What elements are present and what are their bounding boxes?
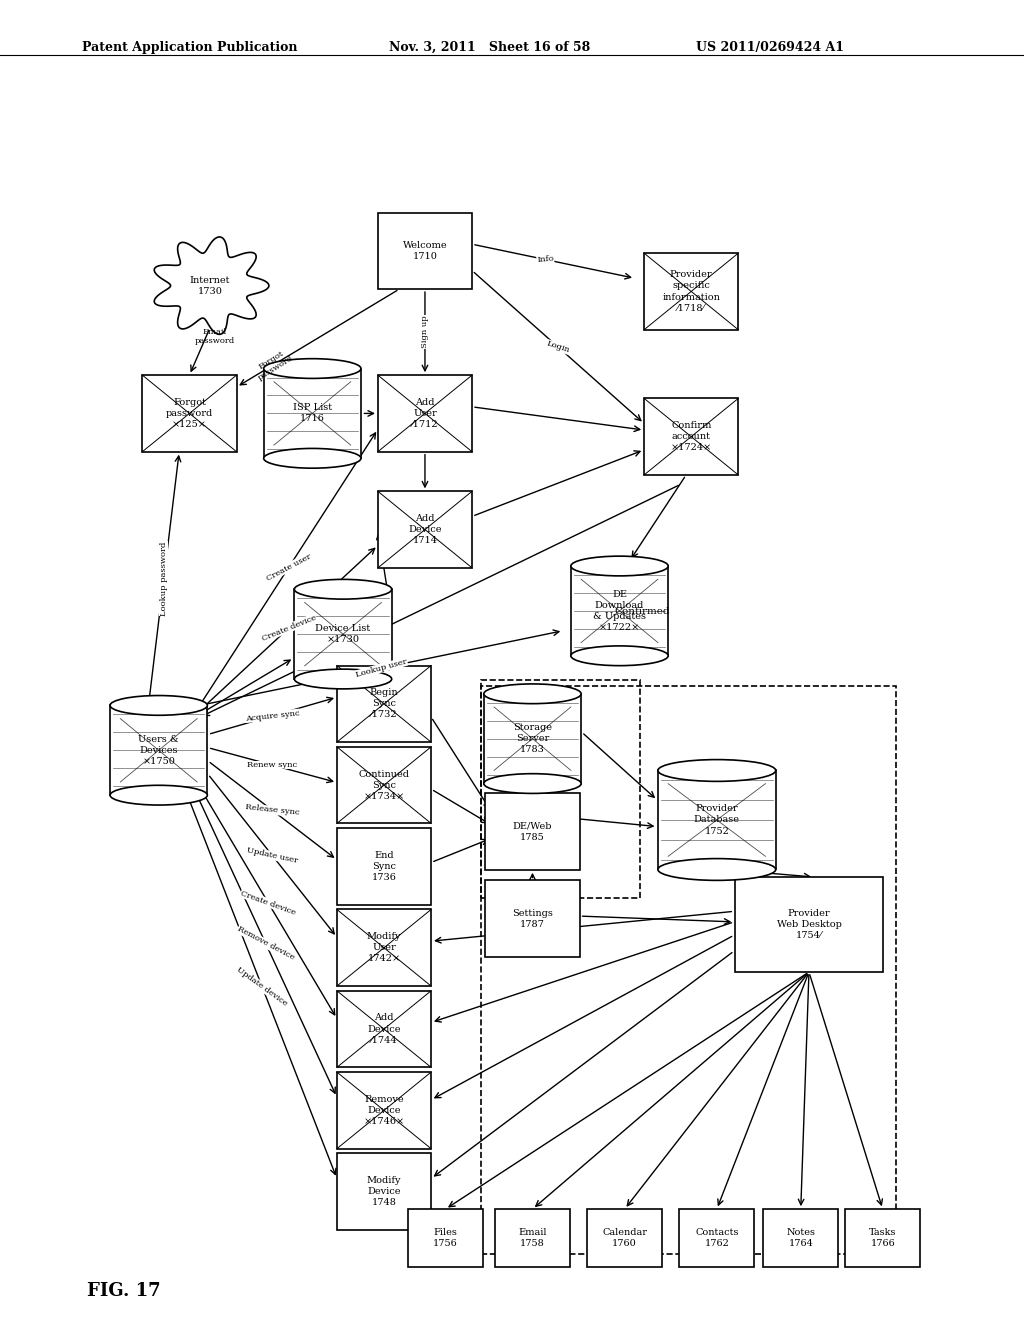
Bar: [588, 1209, 662, 1267]
Text: Create user: Create user: [265, 552, 312, 582]
Text: Provider
Web Desktop
1754⁄: Provider Web Desktop 1754⁄: [776, 909, 842, 940]
Bar: [295, 589, 392, 678]
Ellipse shape: [111, 785, 207, 805]
Text: Calendar
1760: Calendar 1760: [602, 1228, 647, 1249]
Text: Create device: Create device: [260, 614, 317, 643]
Bar: [337, 747, 431, 824]
Text: Internet
1730: Internet 1730: [189, 276, 230, 296]
Text: Add
Device
⁄1744: Add Device ⁄1744: [368, 1014, 400, 1044]
Text: ISP List
1716: ISP List 1716: [293, 404, 332, 424]
Text: Release sync: Release sync: [245, 804, 300, 817]
Text: End
Sync
1736: End Sync 1736: [372, 851, 396, 882]
Ellipse shape: [571, 645, 668, 665]
Ellipse shape: [484, 684, 582, 704]
Text: DE
Download
& Updates
×1722×: DE Download & Updates ×1722×: [593, 590, 646, 632]
Bar: [337, 828, 431, 904]
Text: Remove
Device
×1746×: Remove Device ×1746×: [364, 1094, 404, 1126]
Bar: [644, 253, 738, 330]
Bar: [337, 1072, 431, 1148]
Text: Nov. 3, 2011   Sheet 16 of 58: Nov. 3, 2011 Sheet 16 of 58: [389, 41, 591, 54]
Text: Provider
Database
1752: Provider Database 1752: [694, 804, 739, 836]
Text: Email
1758: Email 1758: [518, 1228, 547, 1249]
Bar: [142, 375, 237, 451]
Ellipse shape: [295, 669, 391, 689]
Text: Lookup user: Lookup user: [355, 657, 408, 678]
Bar: [764, 1209, 838, 1267]
Bar: [496, 1209, 569, 1267]
Text: Provider
specific
information
⁄1718⁄: Provider specific information ⁄1718⁄: [663, 271, 720, 313]
Text: Contacts
1762: Contacts 1762: [695, 1228, 738, 1249]
Bar: [337, 1154, 431, 1230]
Text: Update device: Update device: [236, 966, 289, 1008]
Bar: [378, 491, 472, 568]
Bar: [111, 705, 207, 795]
Text: Renew sync: Renew sync: [248, 762, 297, 770]
Bar: [337, 991, 431, 1068]
Text: Begin
Sync
⁄1732: Begin Sync ⁄1732: [370, 688, 398, 719]
Text: Modify
User
1742×: Modify User 1742×: [367, 932, 401, 964]
Text: Files
1756: Files 1756: [433, 1228, 458, 1249]
Bar: [571, 566, 668, 656]
Text: Settings
1787: Settings 1787: [512, 908, 553, 929]
Ellipse shape: [295, 579, 391, 599]
Bar: [378, 213, 472, 289]
Ellipse shape: [571, 556, 668, 576]
Text: Confirm
account
×1724×: Confirm account ×1724×: [671, 421, 712, 453]
Bar: [485, 793, 580, 870]
Text: Email
password: Email password: [195, 327, 236, 345]
Text: Device List
×1730: Device List ×1730: [315, 624, 371, 644]
Ellipse shape: [484, 774, 582, 793]
Text: DE/Web
1785: DE/Web 1785: [513, 821, 552, 842]
Ellipse shape: [657, 759, 776, 781]
Bar: [485, 880, 580, 957]
Text: Patent Application Publication: Patent Application Publication: [82, 41, 297, 54]
Text: Users &
Devices
×1750: Users & Devices ×1750: [138, 735, 179, 766]
Bar: [337, 909, 431, 986]
Ellipse shape: [657, 858, 776, 880]
Text: Notes
1764: Notes 1764: [786, 1228, 815, 1249]
Text: Add
User
⁄1712: Add User ⁄1712: [412, 397, 438, 429]
Ellipse shape: [111, 696, 207, 715]
Bar: [481, 686, 896, 1254]
Text: Add
Device
1714: Add Device 1714: [409, 513, 441, 545]
Text: Modify
Device
1748: Modify Device 1748: [367, 1176, 401, 1208]
Text: FIG. 17: FIG. 17: [87, 1282, 161, 1300]
Bar: [644, 399, 738, 475]
Text: Create device: Create device: [240, 890, 297, 916]
Bar: [481, 680, 640, 898]
Text: Info: Info: [537, 255, 554, 264]
Text: Forgot
password: Forgot password: [252, 346, 295, 383]
Text: Sign up: Sign up: [421, 315, 429, 348]
Text: Confirmed: Confirmed: [614, 607, 670, 616]
Bar: [337, 665, 431, 742]
Text: Login: Login: [546, 339, 570, 355]
Bar: [378, 375, 472, 451]
Text: Tasks
1766: Tasks 1766: [869, 1228, 896, 1249]
Bar: [484, 694, 582, 784]
Text: Storage
Server
1783: Storage Server 1783: [513, 723, 552, 754]
Bar: [408, 1209, 483, 1267]
Text: Remove device: Remove device: [236, 925, 296, 962]
Bar: [264, 368, 361, 458]
Bar: [846, 1209, 920, 1267]
Bar: [680, 1209, 754, 1267]
Text: Acquire sync: Acquire sync: [245, 709, 300, 722]
Text: Continued
Sync
×1734×: Continued Sync ×1734×: [358, 770, 410, 801]
Text: Lookup password: Lookup password: [160, 541, 168, 615]
Text: Update user: Update user: [246, 846, 299, 865]
Ellipse shape: [264, 449, 360, 469]
Text: US 2011/0269424 A1: US 2011/0269424 A1: [696, 41, 845, 54]
Text: Forgot
password
×125×: Forgot password ×125×: [166, 397, 213, 429]
Polygon shape: [155, 236, 269, 334]
Bar: [735, 876, 883, 972]
Ellipse shape: [264, 359, 360, 379]
Text: Welcome
1710: Welcome 1710: [402, 240, 447, 261]
Bar: [657, 771, 776, 870]
